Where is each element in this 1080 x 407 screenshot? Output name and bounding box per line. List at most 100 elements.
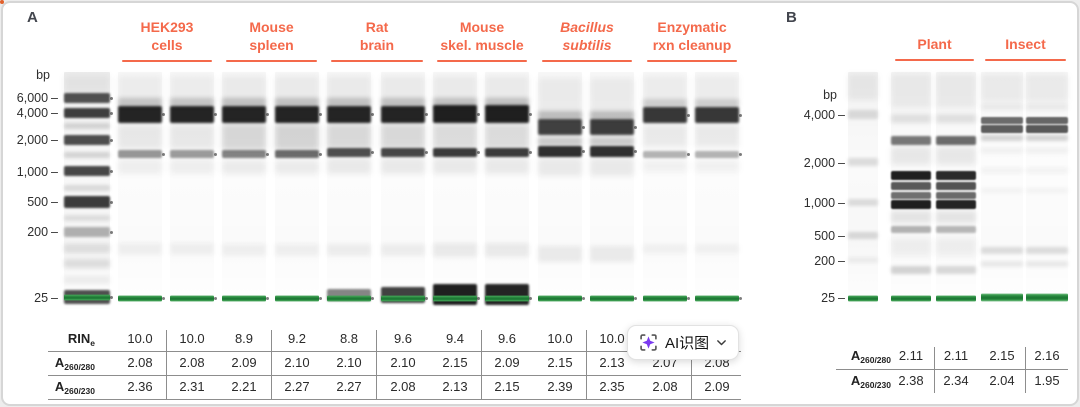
band-tick-dot <box>739 297 742 300</box>
ai-scan-sparkle-icon <box>639 333 658 352</box>
gel-band <box>64 152 110 158</box>
gel-band <box>891 192 931 199</box>
table-cell: 2.10 <box>390 355 416 370</box>
gel-band <box>327 148 371 157</box>
group-label-2: Rat brain <box>359 19 395 53</box>
table-cell: 2.15 <box>442 355 468 370</box>
band-tick-dot <box>266 152 269 156</box>
gel-band <box>538 158 582 176</box>
table-cell: 2.27 <box>284 379 310 394</box>
table-cell: 2.13 <box>442 379 468 394</box>
table-cell: 2.21 <box>231 379 257 394</box>
gel-band <box>590 158 634 176</box>
gel-band <box>936 295 976 302</box>
table-cell: 1.95 <box>1034 373 1060 388</box>
gel-band <box>222 76 266 102</box>
table-cell: 2.10 <box>336 355 362 370</box>
table-cell: 2.11 <box>898 348 924 363</box>
ai-image-recognition-button[interactable]: AI识图 <box>627 325 740 360</box>
group-underline-0 <box>895 59 974 61</box>
group-label-0: HEK293 cells <box>140 19 194 53</box>
gel-band <box>643 295 687 302</box>
gel-band <box>538 137 582 146</box>
gel-band <box>275 160 319 174</box>
table-cell: 2.31 <box>179 379 205 394</box>
gel-lane-insect-2 <box>1026 72 1068 312</box>
gel-band <box>643 244 687 254</box>
gel-band <box>981 117 1023 124</box>
bp-scale-label: 500– <box>814 229 845 243</box>
band-tick-dot <box>634 125 637 129</box>
group-label-1: Insect <box>1005 36 1046 52</box>
gel-band <box>695 125 739 147</box>
band-tick-dot <box>529 112 532 116</box>
band-tick-dot <box>582 297 585 300</box>
gel-band <box>643 160 687 172</box>
gel-band <box>643 125 687 147</box>
gel-band <box>981 293 1023 302</box>
table-divider <box>166 330 167 399</box>
gel-band <box>222 124 266 150</box>
group-underline-1 <box>985 59 1066 61</box>
bp-scale-label: 1,000– <box>803 196 845 210</box>
gel-lane-ladder-b <box>848 72 878 312</box>
bp-scale-label: 6,000– <box>16 91 58 105</box>
table-row-label: A260/280 <box>54 355 95 372</box>
table-cell: 2.09 <box>494 355 520 370</box>
gel-band <box>590 246 634 262</box>
gel-band <box>590 137 634 146</box>
bp-tick-dash: – <box>51 195 58 209</box>
table-divider <box>1024 347 1026 393</box>
group-label-4: Bacillus subtilis <box>560 19 614 53</box>
gel-band <box>1026 168 1068 173</box>
band-tick-dot <box>110 111 113 115</box>
table-divider <box>691 330 692 399</box>
gel-band <box>170 98 214 108</box>
band-tick-dot <box>687 113 690 117</box>
gel-band <box>891 171 931 180</box>
bp-tick-dash: – <box>838 156 845 170</box>
band-tick-dot <box>529 297 532 300</box>
bp-tick-dash: – <box>838 229 845 243</box>
band-tick-dot <box>319 113 322 116</box>
panel-a-letter: A <box>27 9 38 26</box>
gel-band <box>891 226 931 233</box>
gel-band <box>64 93 110 103</box>
table-cell: 2.34 <box>943 373 969 388</box>
gel-band <box>381 106 425 123</box>
bp-scale-label: 25– <box>821 291 845 305</box>
gel-band <box>485 76 529 102</box>
gel-band <box>275 106 319 123</box>
gel-band <box>64 276 110 284</box>
gel-band <box>170 150 214 158</box>
gel-band <box>695 107 739 123</box>
band-tick-dot <box>582 150 585 153</box>
gel-band <box>381 148 425 157</box>
gel-band <box>981 247 1023 254</box>
gel-band <box>538 146 582 157</box>
gel-band <box>1026 117 1068 124</box>
bp-tick-dash: – <box>51 165 58 179</box>
gel-band <box>222 160 266 174</box>
table-cell: 2.08 <box>652 379 678 394</box>
table-cell: 2.36 <box>127 379 153 394</box>
gel-band <box>118 243 162 255</box>
gel-band <box>848 295 878 302</box>
band-tick-dot <box>319 152 322 156</box>
chevron-down-icon[interactable] <box>716 337 727 348</box>
table-cell: 2.09 <box>231 355 257 370</box>
gel-band <box>643 107 687 123</box>
gel-band <box>936 192 976 199</box>
table-divider <box>270 330 272 399</box>
gel-band <box>848 110 878 119</box>
gel-band <box>695 151 739 158</box>
gel-band <box>64 294 110 301</box>
gel-band <box>981 261 1023 267</box>
band-tick-dot <box>739 153 742 156</box>
table-cell: 2.15 <box>989 348 1015 363</box>
gel-band <box>64 135 110 145</box>
table-rule <box>48 399 741 400</box>
table-rule <box>48 375 741 376</box>
gel-band <box>64 75 110 93</box>
gel-band <box>936 200 976 209</box>
